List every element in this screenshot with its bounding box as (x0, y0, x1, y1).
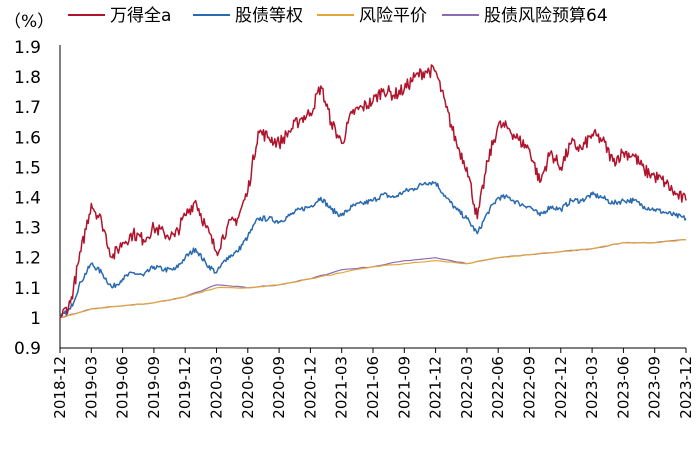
x-axis: 2018-12 2019-03 2019-06 2019-09 2019-12 2020-… (51, 347, 695, 419)
x-tick-label: 2021-06 (364, 356, 382, 419)
legend: 万得全a 股债等权 风险平价 股债风险预算64 (68, 6, 608, 26)
x-tick-label: 2023-03 (583, 356, 601, 419)
x-tick-label: 2022-06 (489, 356, 507, 419)
x-tick-label: 2022-09 (521, 356, 539, 419)
x-tick-label: 2023-06 (614, 356, 632, 419)
y-tick-label: 1.3 (14, 219, 41, 239)
y-tick-label: 1.8 (14, 68, 41, 88)
x-tick-label: 2022-12 (552, 356, 570, 419)
legend-label: 股债风险预算64 (484, 6, 608, 26)
y-tick-label: 1.7 (14, 98, 41, 118)
y-tick-label: 1.1 (14, 279, 41, 299)
x-tick-label: 2019-06 (114, 356, 132, 419)
y-unit-label: （%） (4, 12, 54, 32)
y-tick-label: 1 (30, 309, 41, 329)
x-tick-label: 2018-12 (51, 356, 69, 419)
series-line (59, 239, 687, 319)
x-tick-label: 2019-12 (176, 356, 194, 419)
x-tick-label: 2021-12 (427, 356, 445, 419)
y-tick-label: 1.9 (14, 38, 41, 58)
x-tick-label: 2020-12 (301, 356, 319, 419)
x-tick-label: 2022-03 (458, 356, 476, 419)
x-tick-label: 2020-03 (208, 356, 226, 419)
x-tick-label: 2020-06 (239, 356, 257, 419)
series-line (59, 239, 687, 319)
x-tick-label: 2019-09 (145, 356, 163, 419)
y-axis: 0.9 1 1.1 1.2 1.3 1.4 1.5 1.6 1.7 1.8 1.9 (14, 38, 61, 359)
y-tick-label: 1.6 (14, 128, 41, 148)
x-tick-label: 2021-09 (395, 356, 413, 419)
legend-label: 万得全a (110, 6, 171, 26)
x-tick-label: 2019-03 (82, 356, 100, 419)
x-tick-label: 2020-09 (270, 356, 288, 419)
series-line (59, 180, 687, 319)
plot-area (59, 64, 687, 319)
series-line (59, 64, 687, 319)
x-tick-label: 2023-12 (677, 356, 695, 419)
y-tick-label: 1.5 (14, 158, 41, 178)
y-tick-label: 1.2 (14, 249, 41, 269)
x-tick-label: 2021-03 (333, 356, 351, 419)
legend-label: 风险平价 (359, 6, 427, 26)
x-tick-label: 2023-09 (646, 356, 664, 419)
y-tick-label: 0.9 (14, 339, 41, 359)
legend-label: 股债等权 (235, 6, 303, 26)
y-tick-label: 1.4 (14, 189, 41, 209)
